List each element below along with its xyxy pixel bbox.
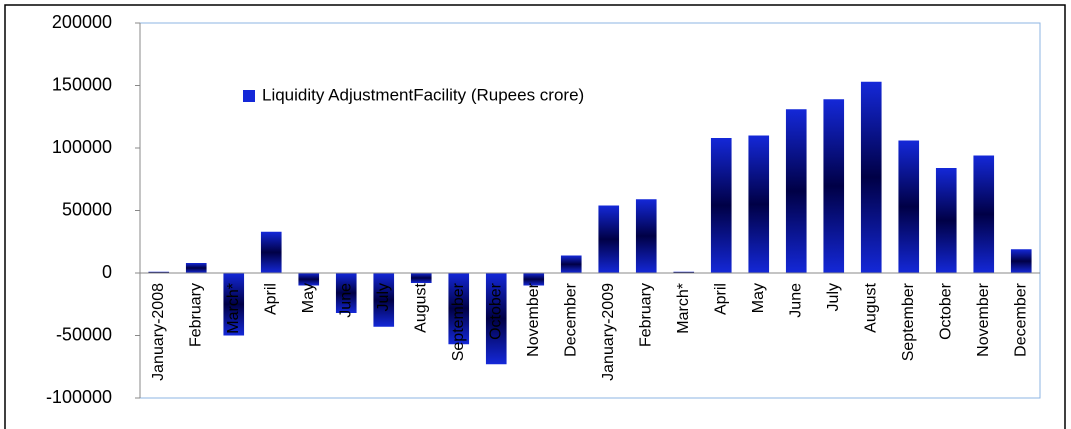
bar <box>335 273 357 313</box>
x-tick-label: August <box>412 282 429 332</box>
bar <box>785 109 807 273</box>
x-tick-label: January-2009 <box>600 283 617 381</box>
x-tick-label: January-2008 <box>150 283 167 381</box>
x-tick-label: April <box>712 283 729 315</box>
x-tick-label: February <box>637 283 654 347</box>
bar <box>185 263 207 273</box>
x-tick-label: September <box>450 282 467 361</box>
y-tick-label: -100000 <box>46 387 112 407</box>
bar <box>260 231 282 273</box>
frame <box>4 4 1066 429</box>
bar <box>1010 249 1032 273</box>
bar <box>298 273 320 286</box>
bar <box>373 273 395 327</box>
bar <box>448 273 470 345</box>
bar <box>598 205 620 273</box>
x-tick-label: November <box>525 282 542 356</box>
x-tick-label: March* <box>225 283 242 334</box>
x-tick-label: May <box>750 283 767 313</box>
x-tick-label: July <box>375 283 392 311</box>
bar <box>823 99 845 273</box>
x-tick-label: August <box>862 282 879 332</box>
x-tick-label: June <box>787 283 804 318</box>
bar <box>560 255 582 273</box>
x-tick-label: October <box>937 282 954 340</box>
y-tick-label: 50000 <box>62 199 112 219</box>
bar <box>410 273 432 283</box>
bar <box>223 273 245 336</box>
bar <box>748 135 770 273</box>
bar <box>635 199 657 273</box>
x-tick-label: June <box>337 283 354 318</box>
x-tick-label: December <box>562 282 579 356</box>
legend-swatch <box>243 90 255 102</box>
bar <box>935 168 957 273</box>
bar <box>710 138 732 273</box>
bar <box>860 81 882 273</box>
y-tick-label: 100000 <box>52 137 112 157</box>
bar <box>485 273 507 365</box>
bar <box>973 155 995 273</box>
x-tick-label: December <box>1012 282 1029 356</box>
x-tick-label: September <box>900 282 917 361</box>
x-tick-label: July <box>825 283 842 311</box>
x-tick-label: April <box>262 283 279 315</box>
x-tick-label: February <box>187 283 204 347</box>
y-tick-label: -50000 <box>56 324 112 344</box>
y-tick-label: 200000 <box>52 12 112 32</box>
x-tick-label: May <box>300 283 317 313</box>
y-tick-label: 150000 <box>52 74 112 94</box>
y-tick-label: 0 <box>102 262 112 282</box>
bar <box>523 273 545 286</box>
legend-label: Liquidity AdjustmentFacility (Rupees cro… <box>262 85 584 104</box>
x-tick-label: November <box>975 282 992 356</box>
bar <box>898 140 920 273</box>
x-tick-label: March* <box>675 283 692 334</box>
bar <box>148 271 170 273</box>
x-tick-label: October <box>487 282 504 340</box>
bar <box>673 271 695 273</box>
